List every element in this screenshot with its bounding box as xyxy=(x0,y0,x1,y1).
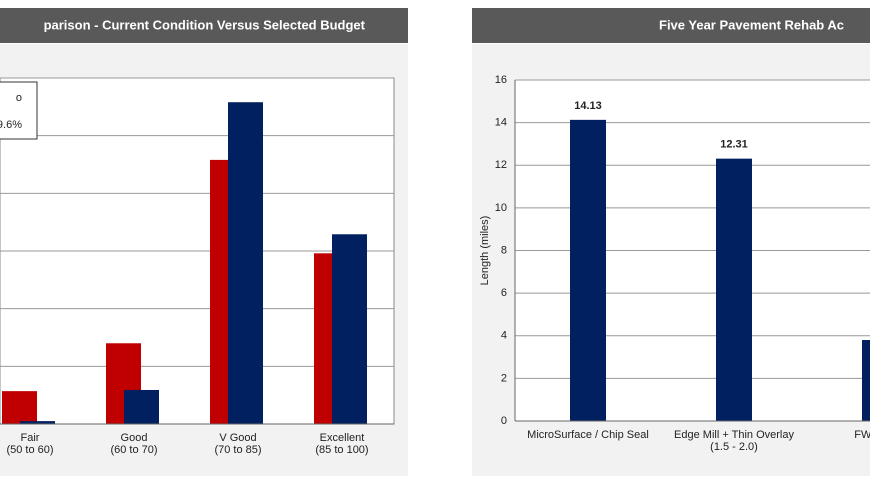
y-tick-label: 6 xyxy=(501,287,507,299)
bar xyxy=(2,391,37,424)
panel-title: parison - Current Condition Versus Selec… xyxy=(44,17,366,32)
x-tick-label: (60 to 70) xyxy=(110,444,157,456)
bar xyxy=(716,158,752,421)
x-tick-label: MicroSurface / Chip Seal xyxy=(527,429,649,441)
y-axis-label: Length (miles) xyxy=(479,216,491,286)
y-tick-label: 12 xyxy=(495,159,507,171)
x-tick-label: (1.5 - 2.0) xyxy=(710,441,758,453)
y-tick-label: 8 xyxy=(501,244,507,256)
x-tick-label: V Good xyxy=(219,432,256,444)
x-tick-label: (70 to 85) xyxy=(214,444,261,456)
y-tick-label: 2 xyxy=(501,372,507,384)
y-tick-label: 4 xyxy=(501,330,507,342)
x-tick-label: (85 to 100) xyxy=(315,444,368,456)
value-label: 14.13 xyxy=(574,100,602,112)
legend-text: o xyxy=(16,92,22,104)
panel-header xyxy=(472,8,870,43)
bar xyxy=(20,421,55,424)
y-tick-label: 10 xyxy=(495,202,507,214)
bar xyxy=(124,389,159,424)
y-tick-label: 0 xyxy=(501,415,507,427)
y-tick-label: 14 xyxy=(495,117,507,129)
bar xyxy=(570,119,606,422)
x-tick-label: Good xyxy=(121,432,148,444)
bar xyxy=(862,340,870,421)
x-tick-label: (50 to 60) xyxy=(6,444,53,456)
x-tick-label: Edge Mill + Thin Overlay xyxy=(674,429,794,441)
bar xyxy=(228,102,263,424)
bar xyxy=(332,234,367,424)
x-tick-label: Fair xyxy=(21,432,40,444)
panel-header xyxy=(0,8,408,43)
panel-title: Five Year Pavement Rehab Ac xyxy=(659,17,844,32)
x-tick-label: Excellent xyxy=(320,432,365,444)
legend-text: 9.6% xyxy=(0,119,22,131)
x-tick-label: FWM + Th xyxy=(854,429,870,441)
legend xyxy=(0,81,38,140)
value-label: 12.31 xyxy=(720,139,748,151)
y-tick-label: 16 xyxy=(495,74,507,86)
